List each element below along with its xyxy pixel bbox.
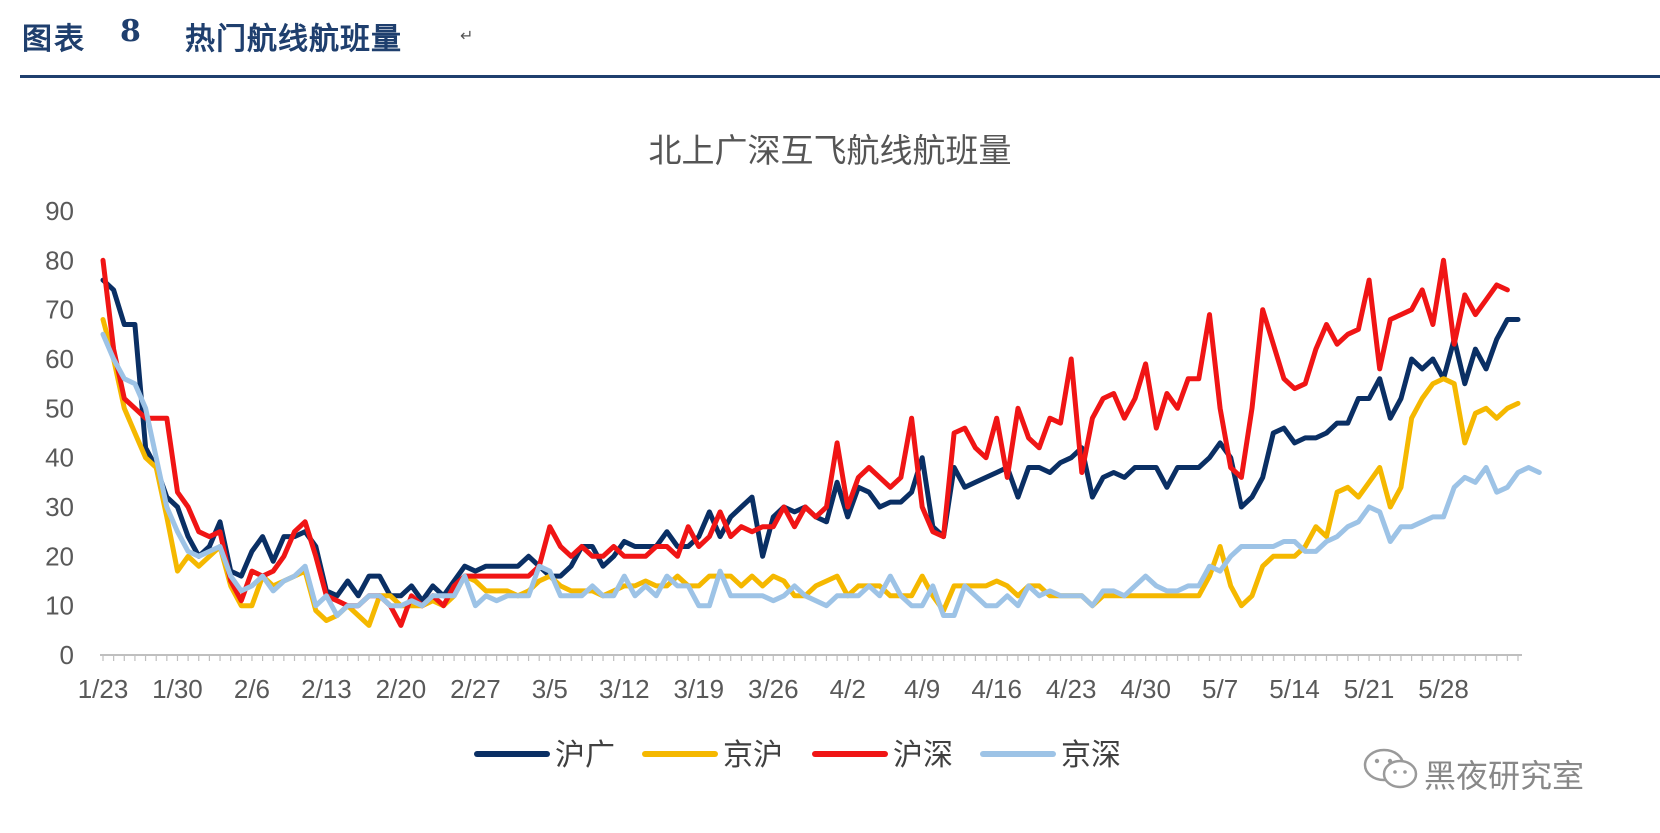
y-tick-label: 60 xyxy=(45,344,74,374)
y-axis-ticks: 0 10 20 30 40 50 60 70 80 90 xyxy=(45,196,74,670)
x-tick-label: 5/7 xyxy=(1202,674,1238,704)
series-lines xyxy=(100,257,1542,628)
return-mark: ↵ xyxy=(460,26,474,45)
x-tick-label: 4/2 xyxy=(830,674,866,704)
x-tick-label: 3/19 xyxy=(673,674,724,704)
x-tick-label: 1/23 xyxy=(78,674,129,704)
x-tick-label: 4/16 xyxy=(971,674,1022,704)
x-tick-label: 5/21 xyxy=(1344,674,1395,704)
x-tick-label: 5/28 xyxy=(1418,674,1469,704)
y-tick-label: 80 xyxy=(45,245,74,275)
x-tick-label: 3/12 xyxy=(599,674,650,704)
y-tick-label: 50 xyxy=(45,393,74,423)
legend-label: 京沪 xyxy=(723,738,783,773)
x-tick-label: 5/14 xyxy=(1269,674,1320,704)
figure-caption: 热门航线航班量 xyxy=(185,22,402,57)
x-tick-label: 1/30 xyxy=(152,674,203,704)
series-line-沪深 xyxy=(100,257,1510,628)
watermark-text: 黑夜研究室 xyxy=(1424,757,1585,795)
y-tick-label: 10 xyxy=(45,591,74,621)
figure-number: 8 xyxy=(120,14,141,49)
legend-label: 沪深 xyxy=(893,738,953,773)
x-tick-label: 2/13 xyxy=(301,674,352,704)
y-tick-label: 90 xyxy=(45,196,74,226)
series-line-京深 xyxy=(100,331,1542,618)
x-axis: 1/23 1/30 2/6 2/13 2/20 2/27 3/5 3/12 3/19 3/26 4/… xyxy=(78,654,1522,704)
x-tick-label: 4/30 xyxy=(1120,674,1171,704)
y-tick-label: 30 xyxy=(45,492,74,522)
x-tick-label: 2/20 xyxy=(376,674,427,704)
chart-title: 北上广深互飞航线航班量 xyxy=(648,131,1012,170)
x-tick-label: 4/23 xyxy=(1046,674,1097,704)
series-line-京沪 xyxy=(100,317,1521,628)
header-rule xyxy=(20,75,1660,78)
x-tick-label: 2/6 xyxy=(234,674,270,704)
x-tick-label: 3/5 xyxy=(532,674,568,704)
legend-label: 京深 xyxy=(1061,738,1121,773)
figure-label: 图表 xyxy=(22,22,86,57)
x-tick-label: 3/26 xyxy=(748,674,799,704)
wechat-icon xyxy=(1363,748,1418,789)
x-tick-label: 2/27 xyxy=(450,674,501,704)
legend-label: 沪广 xyxy=(555,738,615,773)
y-tick-label: 40 xyxy=(45,443,74,473)
y-tick-label: 70 xyxy=(45,295,74,325)
legend: 沪广 京沪 沪深 京深 xyxy=(474,738,1121,773)
y-tick-label: 0 xyxy=(60,640,74,670)
x-tick-label: 4/9 xyxy=(904,674,940,704)
y-tick-label: 20 xyxy=(45,541,74,571)
figure-header: 图表 8 热门航线航班量 ↵ xyxy=(0,0,1660,80)
